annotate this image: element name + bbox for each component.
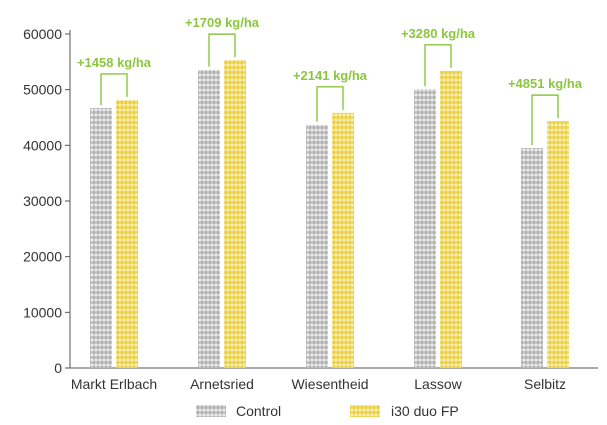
y-tick-label: 50000 bbox=[23, 82, 62, 98]
y-tick-label: 20000 bbox=[23, 249, 62, 265]
x-category-label: Arnetsried bbox=[190, 376, 254, 392]
bar-control bbox=[90, 108, 112, 368]
y-tick-label: 0 bbox=[54, 360, 62, 376]
bar-i30-duo-fp bbox=[224, 60, 246, 369]
y-tick-label: 40000 bbox=[23, 137, 62, 153]
bar-control bbox=[306, 124, 328, 368]
y-tick-label: 10000 bbox=[23, 304, 62, 320]
x-category-label: Wiesentheid bbox=[291, 376, 368, 392]
x-category-label: Lassow bbox=[414, 376, 462, 392]
y-tick-label: 60000 bbox=[23, 26, 62, 42]
difference-bracket bbox=[424, 44, 452, 87]
difference-bracket bbox=[531, 94, 559, 146]
bar-control bbox=[414, 89, 436, 369]
difference-bracket bbox=[100, 73, 128, 106]
bar-i30-duo-fp bbox=[547, 121, 569, 369]
legend-label-control: Control bbox=[236, 403, 281, 419]
legend-swatch-i30-duo-fp bbox=[350, 405, 380, 417]
bars: Markt Erlbach Arnetsried Wiesentheid Lassow… bbox=[71, 60, 569, 392]
legend-label-i30-duo-fp: i30 duo FP bbox=[391, 403, 459, 419]
x-category-label: Selbitz bbox=[524, 376, 566, 392]
bar-control bbox=[198, 69, 220, 369]
difference-label: +1709 kg/ha bbox=[185, 15, 260, 30]
bar-i30-duo-fp bbox=[332, 112, 354, 368]
bar-i30-duo-fp bbox=[116, 99, 138, 368]
legend: Control i30 duo FP bbox=[196, 403, 459, 419]
difference-label: +3280 kg/ha bbox=[401, 26, 476, 41]
axes: 0 10000 20000 30000 40000 50000 60000 bbox=[23, 26, 598, 376]
y-tick-label: 30000 bbox=[23, 193, 62, 209]
legend-swatch-control bbox=[196, 405, 226, 417]
difference-bracket bbox=[316, 86, 344, 122]
difference-label: +4851 kg/ha bbox=[508, 76, 583, 91]
bar-i30-duo-fp bbox=[440, 70, 462, 369]
difference-bracket bbox=[208, 33, 236, 67]
bar-control bbox=[521, 148, 543, 368]
difference-label: +1458 kg/ha bbox=[77, 55, 152, 70]
annotations: +1458 kg/ha +1709 kg/ha +2141 kg/ha +3280 k… bbox=[77, 15, 583, 146]
difference-label: +2141 kg/ha bbox=[293, 68, 368, 83]
x-category-label: Markt Erlbach bbox=[71, 376, 157, 392]
